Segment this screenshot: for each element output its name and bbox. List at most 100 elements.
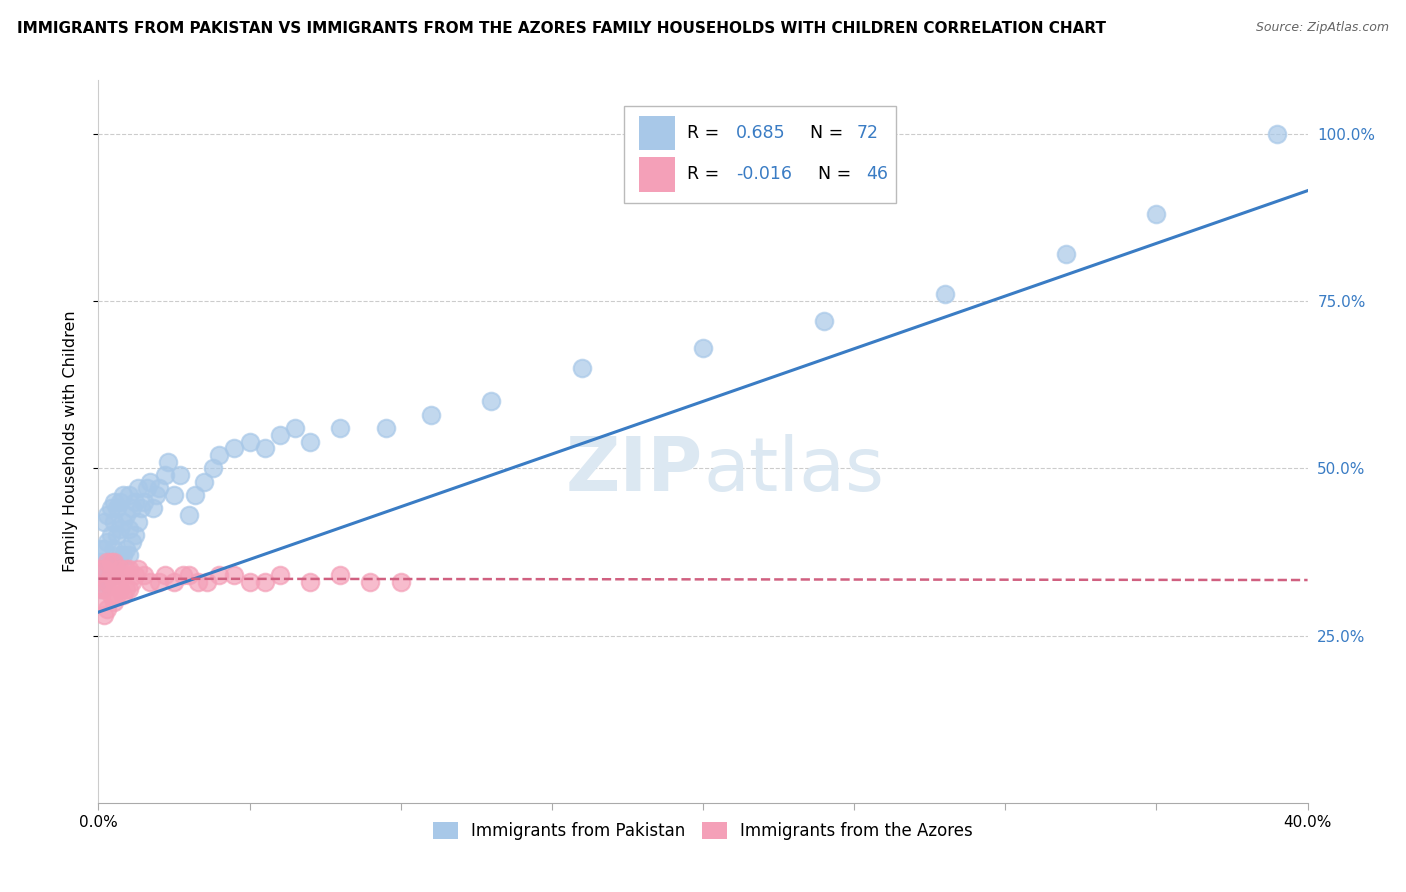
Point xyxy=(96,602,118,616)
Point xyxy=(121,575,143,590)
Point xyxy=(127,515,149,529)
Point xyxy=(96,508,118,523)
Point xyxy=(118,562,141,576)
Point xyxy=(105,589,128,603)
Point xyxy=(96,555,118,569)
Text: R =: R = xyxy=(688,165,725,183)
Point xyxy=(163,488,186,502)
Point xyxy=(111,515,134,529)
Point xyxy=(934,287,956,301)
Point xyxy=(329,421,352,435)
Point xyxy=(118,582,141,596)
Point xyxy=(100,501,122,516)
Point xyxy=(105,528,128,542)
Point xyxy=(253,575,276,590)
Point xyxy=(90,562,112,576)
Point xyxy=(103,595,125,609)
Point xyxy=(96,575,118,590)
Point xyxy=(105,568,128,582)
Point xyxy=(153,568,176,582)
Point xyxy=(93,582,115,596)
Text: N =: N = xyxy=(807,165,856,183)
Text: ZIP: ZIP xyxy=(565,434,703,507)
Point xyxy=(169,467,191,482)
Text: 46: 46 xyxy=(866,165,889,183)
Text: Source: ZipAtlas.com: Source: ZipAtlas.com xyxy=(1256,21,1389,34)
Point xyxy=(103,494,125,508)
Legend: Immigrants from Pakistan, Immigrants from the Azores: Immigrants from Pakistan, Immigrants fro… xyxy=(426,815,980,847)
Point xyxy=(93,541,115,556)
Point xyxy=(139,575,162,590)
Point xyxy=(299,575,322,590)
Point xyxy=(135,482,157,496)
Point xyxy=(118,521,141,535)
Point xyxy=(96,534,118,549)
Point xyxy=(93,562,115,576)
Point xyxy=(239,434,262,449)
Text: R =: R = xyxy=(688,124,731,142)
Point xyxy=(114,541,136,556)
Point xyxy=(132,568,155,582)
Point xyxy=(90,582,112,596)
FancyBboxPatch shape xyxy=(638,116,675,151)
Point xyxy=(224,442,246,455)
FancyBboxPatch shape xyxy=(624,105,897,203)
Text: 72: 72 xyxy=(856,124,879,142)
Point xyxy=(100,555,122,569)
Point xyxy=(93,515,115,529)
Point xyxy=(93,608,115,623)
Point xyxy=(1054,247,1077,261)
Point xyxy=(124,494,146,508)
Point xyxy=(124,528,146,542)
Text: IMMIGRANTS FROM PAKISTAN VS IMMIGRANTS FROM THE AZORES FAMILY HOUSEHOLDS WITH CH: IMMIGRANTS FROM PAKISTAN VS IMMIGRANTS F… xyxy=(17,21,1107,36)
Point xyxy=(184,488,207,502)
Point xyxy=(114,582,136,596)
Point xyxy=(103,515,125,529)
Point xyxy=(111,589,134,603)
Point xyxy=(163,575,186,590)
Point xyxy=(208,568,231,582)
Point xyxy=(139,475,162,489)
Point xyxy=(103,555,125,569)
Point xyxy=(148,575,170,590)
Point xyxy=(253,442,276,455)
Point xyxy=(195,575,218,590)
Text: -0.016: -0.016 xyxy=(735,165,792,183)
Point xyxy=(108,494,131,508)
Point xyxy=(103,568,125,582)
Point xyxy=(93,562,115,576)
Point xyxy=(172,568,194,582)
Point xyxy=(105,501,128,516)
Point xyxy=(118,488,141,502)
Point xyxy=(93,575,115,590)
Point xyxy=(108,562,131,576)
Point xyxy=(96,568,118,582)
Point xyxy=(239,575,262,590)
Point xyxy=(208,448,231,462)
Point xyxy=(179,508,201,523)
Point xyxy=(90,555,112,569)
Point xyxy=(360,575,382,590)
Point xyxy=(90,595,112,609)
Point xyxy=(127,562,149,576)
Point xyxy=(108,521,131,535)
Point xyxy=(90,568,112,582)
Point xyxy=(153,467,176,482)
Point xyxy=(481,394,503,409)
Point xyxy=(156,455,179,469)
Point xyxy=(111,568,134,582)
Point xyxy=(269,427,291,442)
Point xyxy=(187,575,209,590)
Point xyxy=(114,508,136,523)
Point xyxy=(100,589,122,603)
Point xyxy=(299,434,322,449)
Point xyxy=(420,408,443,422)
Point xyxy=(127,482,149,496)
Point xyxy=(179,568,201,582)
Text: N =: N = xyxy=(799,124,848,142)
Point xyxy=(571,361,593,376)
Point xyxy=(389,575,412,590)
Text: atlas: atlas xyxy=(703,434,884,507)
Point xyxy=(224,568,246,582)
Point xyxy=(114,562,136,576)
